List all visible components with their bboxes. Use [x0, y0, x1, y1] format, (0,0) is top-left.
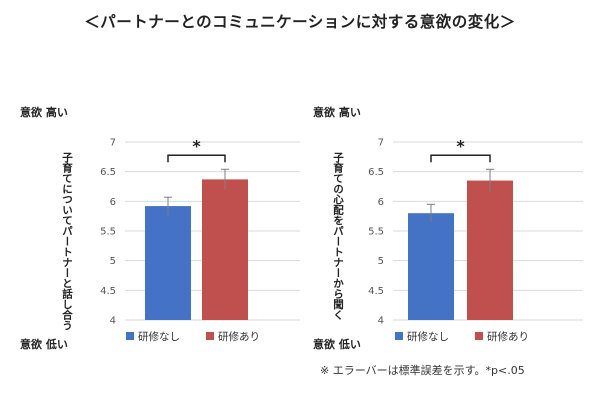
y-tick-label: 4.5	[100, 286, 116, 297]
y-tick-label: 5.5	[368, 227, 384, 238]
y-tick-label: 6	[378, 197, 384, 208]
y-tick-label: 4	[110, 316, 116, 327]
bar-no-training	[145, 206, 191, 320]
legend-swatch	[475, 332, 483, 340]
legend-label: 研修あり	[218, 330, 260, 343]
y-tick-label: 5	[110, 256, 116, 267]
legend-swatch	[206, 332, 214, 340]
chart-panel-left: 子育てについてパートナーと話し合う 意欲 高い意欲 低い 4 4.5 5 5.5 6 6.5…	[20, 100, 310, 360]
axis-bottom-label: 意欲 低い	[313, 337, 361, 351]
y-tick-label: 6	[110, 197, 116, 208]
legend-label: 研修あり	[487, 330, 529, 343]
y-axis-label: 子育ての心配をパートナーから聞く	[332, 152, 344, 320]
legend-swatch	[395, 332, 403, 340]
y-tick-label: 4	[378, 316, 384, 327]
legend-label: 研修なし	[138, 330, 180, 343]
bar-no-training	[408, 213, 454, 320]
significance-star: *	[192, 136, 201, 155]
bar-training	[202, 179, 248, 320]
y-tick-label: 6.5	[368, 167, 384, 178]
page-title: ＜パートナーとのコミュニケーションに対する意欲の変化＞	[84, 13, 516, 31]
y-tick-label: 5	[378, 256, 384, 267]
legend-label: 研修なし	[407, 330, 449, 343]
y-tick-label: 7	[110, 138, 116, 149]
axis-top-label: 意欲 高い	[313, 105, 361, 119]
bar-training	[467, 180, 513, 320]
chart-panel-right: 子育ての心配をパートナーから聞く 意欲 高い意欲 低い 4 4.5 5 5.5 6 6.5 7…	[313, 100, 600, 360]
significance-star: *	[456, 136, 465, 155]
y-axis-label: 子育てについてパートナーと話し合う	[61, 152, 73, 331]
legend-swatch	[126, 332, 134, 340]
footnote: ※ エラーバーは標準誤差を示す。*p<.05	[320, 364, 525, 377]
y-tick-label: 4.5	[368, 286, 384, 297]
significance-bracket	[167, 154, 226, 163]
y-tick-label: 6.5	[100, 167, 116, 178]
axis-top-label: 意欲 高い	[20, 105, 68, 119]
significance-bracket	[430, 154, 491, 163]
axis-bottom-label: 意欲 低い	[20, 337, 68, 351]
y-tick-label: 7	[378, 138, 384, 149]
y-tick-label: 5.5	[100, 227, 116, 238]
